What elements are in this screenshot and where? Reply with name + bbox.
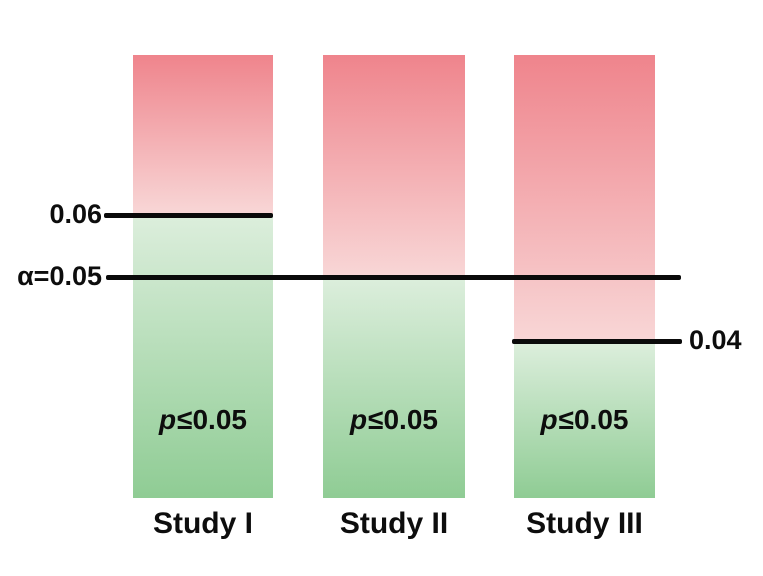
study1-threshold-line [104,213,273,218]
p-threshold-text: ≤0.05 [177,404,247,435]
p-threshold-text: ≤0.05 [558,404,629,435]
study1-axis-label: Study I [152,507,253,540]
study3-axis-label: Study III [526,507,643,540]
study1-region-label: p≤0.05 [133,404,273,436]
p-threshold-text: ≤0.05 [368,404,438,435]
study2-region-label: p≤0.05 [323,404,465,436]
p-symbol: p [540,404,558,435]
p-symbol: p [350,404,368,435]
alpha-threshold-label: α=0.05 [17,261,102,291]
alpha-threshold-line [106,275,681,280]
study3-threshold-label: 0.04 [689,325,742,355]
study3-threshold-line [512,339,682,344]
study1-threshold-label: 0.06 [49,199,102,229]
p-symbol: p [159,404,177,435]
study2-axis-label: Study II [339,507,449,540]
study3-region-label: p≤0.05 [514,404,655,436]
